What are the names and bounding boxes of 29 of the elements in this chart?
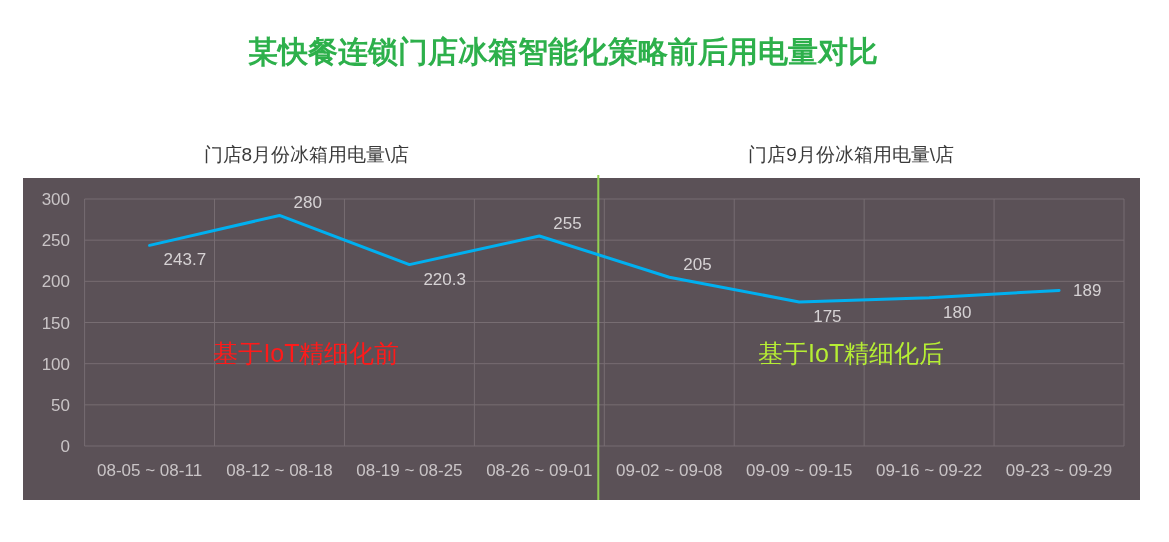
data-label: 255 (553, 214, 582, 234)
data-label: 220.3 (423, 269, 466, 289)
x-tick-label: 09-09 ~ 09-15 (746, 461, 853, 480)
text: 门店9月份冰箱用电量\店 (748, 144, 955, 165)
data-label: 205 (683, 255, 712, 275)
y-tick-label: 150 (41, 313, 70, 333)
y-tick-label: 300 (41, 190, 70, 209)
line-series (148, 213, 1061, 304)
x-tick-label: 09-23 ~ 09-29 (1005, 461, 1113, 480)
data-label: 280 (293, 193, 322, 213)
data-label: 243.7 (163, 250, 207, 270)
y-tick-label: 250 (41, 231, 70, 251)
x-tick-label: 08-12 ~ 08-18 (226, 461, 333, 480)
x-tick-label: 09-02 ~ 09-08 (616, 461, 723, 480)
data-label: 189 (1073, 281, 1102, 301)
data-label: 180 (943, 302, 972, 322)
x-tick-label: 08-26 ~ 09-01 (486, 461, 593, 480)
text: 门店8月份冰箱用电量\店 (203, 144, 410, 165)
data-label: 175 (813, 306, 842, 326)
x-tick-label: 09-16 ~ 09-22 (875, 461, 983, 480)
y-tick-label: 50 (51, 395, 70, 415)
annotation: 基于IoT精细化前 (213, 339, 400, 367)
chart-title: 某快餐连锁门店冰箱智能化策略前后用电量对比 (248, 35, 878, 68)
annotation: 基于IoT精细化后 (758, 339, 945, 367)
y-tick-label: 0 (60, 437, 70, 456)
y-tick-label: 200 (41, 272, 70, 292)
x-tick-label: 08-05 ~ 08-11 (97, 461, 203, 480)
x-tick-label: 08-19 ~ 08-25 (356, 461, 463, 480)
y-tick-label: 100 (41, 354, 70, 374)
